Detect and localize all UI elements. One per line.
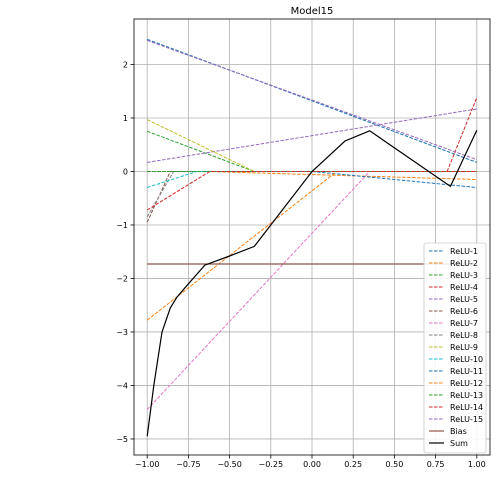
- series-line-relu-4: [147, 97, 478, 172]
- y-tick-label: −4: [116, 381, 128, 390]
- legend-label: ReLU-15: [450, 415, 483, 424]
- legend-label: ReLU-1: [450, 247, 478, 256]
- legend-label: ReLU-14: [450, 403, 483, 412]
- series-line-relu-14: [146, 171, 477, 211]
- y-tick-label: 0: [123, 167, 128, 176]
- series-line-relu-1: [147, 38, 477, 163]
- legend: ReLU-1 ReLU-2 ReLU-3 ReLU-4 ReLU-5 ReLU-6 ReLU…: [423, 242, 487, 454]
- x-tick-label: 0.00: [303, 460, 321, 469]
- y-tick-label: −5: [116, 435, 128, 444]
- series-line-relu-10: [147, 171, 477, 188]
- legend-label: ReLU-13: [450, 391, 483, 400]
- x-tick-label: −0.75: [176, 460, 201, 469]
- legend-label: ReLU-10: [450, 355, 483, 364]
- y-tick-label: 2: [123, 60, 128, 69]
- series-line-relu-11: [147, 171, 477, 188]
- legend-label: Bias: [450, 427, 467, 436]
- series-layer: [146, 38, 478, 437]
- legend-label: Sum: [450, 439, 468, 448]
- legend-label: ReLU-6: [450, 307, 478, 316]
- series-line-sum: [146, 130, 478, 437]
- legend-label: ReLU-8: [450, 331, 478, 340]
- legend-label: ReLU-12: [450, 379, 483, 388]
- x-tick-label: −0.25: [259, 460, 284, 469]
- legend-label: ReLU-11: [450, 367, 483, 376]
- y-tick-label: 1: [123, 114, 128, 123]
- x-tick-label: −0.50: [217, 460, 242, 469]
- chart-title: Model15: [291, 6, 334, 17]
- y-tick-label: −3: [116, 328, 128, 337]
- y-tick-label: −1: [116, 221, 128, 230]
- legend-label: ReLU-2: [450, 259, 478, 268]
- legend-label: ReLU-5: [450, 295, 478, 304]
- series-line-relu-5: [147, 108, 477, 163]
- legend-label: ReLU-7: [450, 319, 478, 328]
- series-line-relu-15: [147, 39, 477, 161]
- legend-label: ReLU-3: [450, 271, 478, 280]
- x-tick-label: 0.25: [344, 460, 362, 469]
- x-tick-label: 1.00: [468, 460, 486, 469]
- legend-box: [423, 242, 487, 454]
- axes: −1.00 −0.75 −0.50 −0.25 0.00 0.25 0.50 0.75 1.00…: [116, 60, 486, 469]
- x-tick-label: 0.50: [386, 460, 404, 469]
- legend-label: ReLU-9: [450, 343, 478, 352]
- y-tick-label: −2: [116, 274, 128, 283]
- legend-label: ReLU-4: [450, 283, 478, 292]
- x-tick-label: −1.00: [135, 460, 160, 469]
- x-tick-label: 0.75: [427, 460, 445, 469]
